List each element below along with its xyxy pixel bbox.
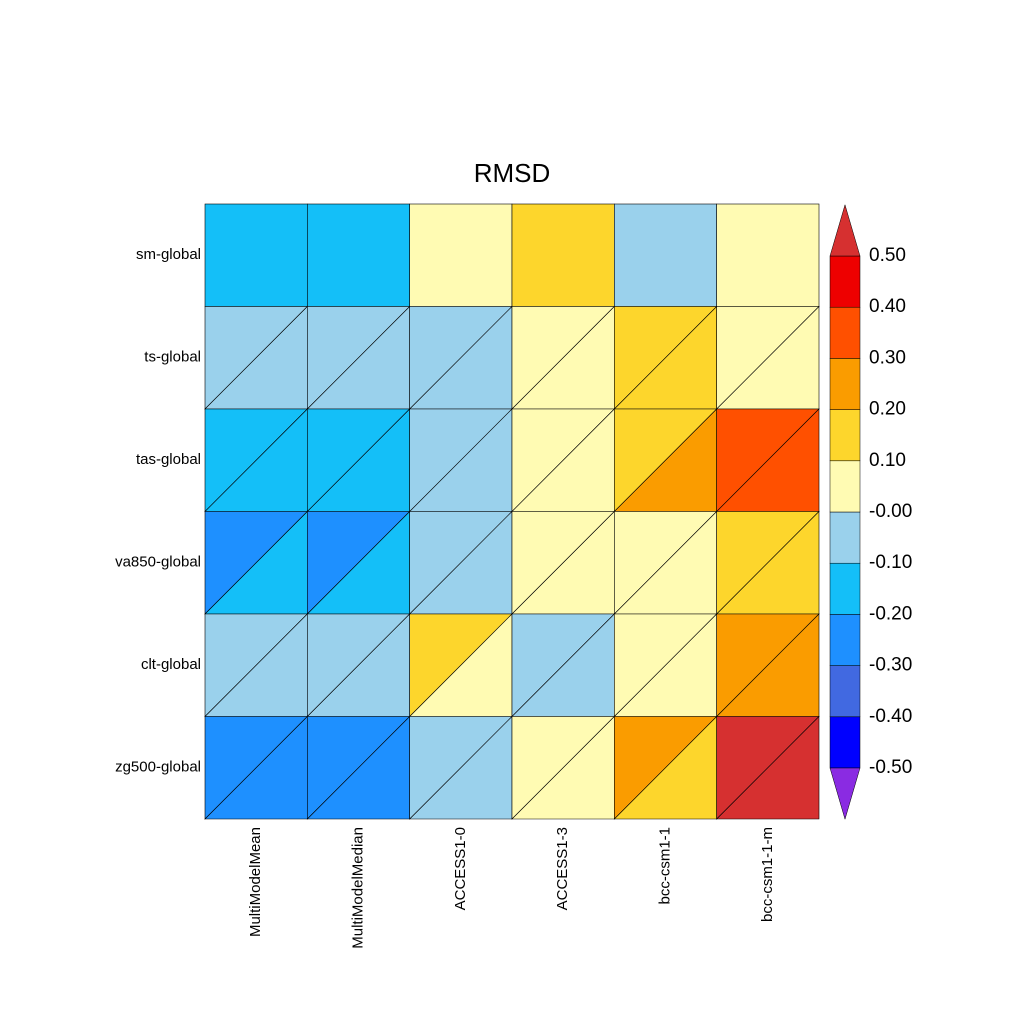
column-label: MultiModelMean bbox=[247, 827, 264, 937]
colorbar-tick-label: -0.00 bbox=[869, 501, 912, 522]
column-label: MultiModelMedian bbox=[349, 827, 366, 949]
row-label: zg500-global bbox=[115, 759, 201, 776]
colorbar-tick-label: 0.50 bbox=[869, 245, 906, 266]
row-label: va850-global bbox=[115, 554, 201, 571]
colorbar-tick-label: 0.10 bbox=[869, 450, 906, 471]
colorbar-extend-low bbox=[829, 767, 861, 821]
colorbar-tick-label: 0.20 bbox=[869, 399, 906, 420]
row-label: ts-global bbox=[144, 349, 201, 366]
colorbar-tick-label: -0.40 bbox=[869, 706, 912, 727]
colorbar-tick-label: -0.50 bbox=[869, 757, 912, 778]
colorbar-tick-label: 0.30 bbox=[869, 347, 906, 368]
cell bbox=[204, 203, 308, 307]
row-label: sm-global bbox=[136, 246, 201, 263]
colorbar-bin bbox=[829, 255, 861, 308]
cell bbox=[409, 203, 513, 307]
column-label: bcc-csm1-1 bbox=[656, 827, 673, 905]
column-label: ACCESS1-0 bbox=[452, 827, 469, 910]
row-label: tas-global bbox=[136, 451, 201, 468]
colorbar-bin bbox=[829, 665, 861, 718]
colorbar-bin bbox=[829, 460, 861, 513]
cell bbox=[716, 203, 820, 307]
colorbar-bin bbox=[829, 306, 861, 359]
colorbar-bin bbox=[829, 562, 861, 615]
chart-title: RMSD bbox=[474, 158, 551, 188]
row-label: clt-global bbox=[141, 656, 201, 673]
colorbar-bin bbox=[829, 358, 861, 410]
column-label: ACCESS1-3 bbox=[554, 827, 571, 910]
colorbar-tick-label: -0.30 bbox=[869, 655, 912, 676]
colorbar-bin bbox=[829, 716, 861, 769]
cell bbox=[614, 203, 717, 307]
cell bbox=[511, 203, 615, 307]
cell bbox=[307, 203, 410, 307]
cell-lower bbox=[715, 715, 820, 820]
colorbar-tick-label: -0.20 bbox=[869, 603, 912, 624]
colorbar-tick-label: -0.10 bbox=[869, 552, 912, 573]
colorbar-bin bbox=[829, 511, 861, 564]
colorbar-bin bbox=[829, 409, 861, 462]
colorbar-extend-high bbox=[829, 203, 861, 257]
colorbar-tick-label: 0.40 bbox=[869, 296, 906, 317]
column-label: bcc-csm1-1-m bbox=[759, 827, 776, 922]
colorbar-bin bbox=[829, 614, 861, 666]
